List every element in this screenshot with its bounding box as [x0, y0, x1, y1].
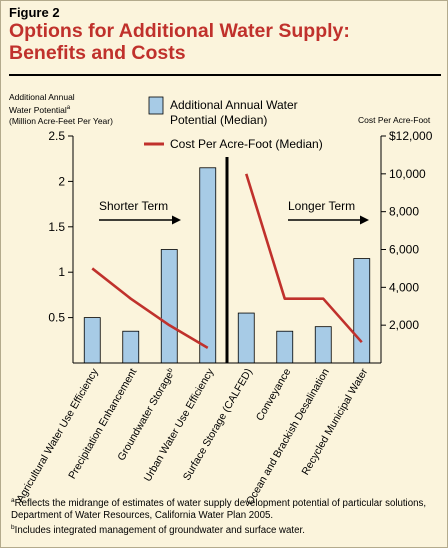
bar-1 — [83, 317, 101, 364]
footnote-b-mark: b — [11, 524, 15, 532]
figure-title: Options for Additional Water Supply: Ben… — [9, 20, 350, 64]
category-label-3-mark: b — [166, 367, 174, 374]
left-axis-label-footnote-mark: a — [66, 105, 71, 111]
bar-5 — [237, 312, 255, 364]
bar-4 — [199, 167, 217, 364]
right-tick-label-1: 2,000 — [389, 318, 419, 332]
right-tick-label-4: 8,000 — [389, 205, 419, 219]
legend-background — [142, 90, 358, 157]
title-rule — [9, 74, 441, 76]
longer-term-arrow-head — [360, 215, 369, 225]
footnote-b-text: Includes integrated management of ground… — [14, 525, 305, 537]
legend-line-label: Cost Per Acre-Foot (Median) — [170, 137, 323, 151]
footnote-a-mark: a — [11, 497, 15, 504]
title-line-1: Options for Additional Water Supply: — [9, 20, 350, 42]
footnote-b: bIncludes integrated management of groun… — [11, 522, 441, 537]
right-axis-label: Cost Per Acre-Foot — [358, 115, 431, 125]
bar-2 — [122, 330, 140, 364]
right-tick-label-3: 6,000 — [389, 243, 419, 257]
category-label-5: Surface Storage (CALFED) — [181, 367, 255, 483]
bar-8 — [353, 258, 371, 364]
footnotes: aReflects the midrange of estimates of w… — [11, 495, 441, 537]
right-tick-label-2: 4,000 — [389, 280, 419, 294]
legend-bar-label-line-1: Additional Annual Water — [170, 98, 298, 112]
right-tick-label-5: 10,000 — [389, 167, 426, 181]
left-axis-label-line-1: Additional Annual — [9, 92, 75, 102]
left-axis-label-line-2-text: Water Potential — [9, 104, 67, 115]
left-tick-label-1: 0.5 — [48, 311, 65, 325]
left-tick-label-5: 2.5 — [48, 129, 65, 143]
category-label-2: Precipitation Enhancement — [66, 366, 139, 481]
bar-7 — [314, 326, 332, 364]
shorter-term-label: Shorter Term — [99, 199, 168, 213]
title-line-2: Benefits and Costs — [9, 42, 186, 64]
footnote-a: aReflects the midrange of estimates of w… — [11, 495, 441, 522]
left-axis-label-line-3: (Million Acre-Feet Per Year) — [9, 115, 113, 126]
cost-line-segment-2 — [245, 173, 363, 344]
category-label-8: Recycled Municipal Water — [299, 366, 370, 477]
bar-3 — [160, 249, 178, 364]
legend-bar-swatch — [148, 96, 164, 115]
left-tick-label-2: 1 — [58, 265, 65, 279]
longer-term-label: Longer Term — [288, 199, 355, 213]
footnote-a-text: Reflects the midrange of estimates of wa… — [11, 498, 427, 522]
figure-label: Figure 2 — [9, 5, 60, 20]
cost-line-segment-1 — [91, 267, 209, 349]
left-tick-label-3: 1.5 — [48, 220, 65, 234]
category-label-4: Urban Water Use Efficiency — [142, 366, 217, 484]
category-label-1: Agricultural Water Use Efficiency — [14, 366, 101, 505]
left-axis-label: Additional Annual Water Potentiala (Mill… — [9, 92, 113, 127]
right-tick-label-6: $12,000 — [389, 129, 433, 143]
legend-bar-label-line-2: Potential (Median) — [170, 113, 267, 127]
left-tick-label-4: 2 — [58, 174, 65, 188]
left-axis-label-line-2: Water Potentiala — [9, 103, 113, 116]
category-label-6: Conveyance — [254, 366, 294, 423]
shorter-term-arrow-head — [172, 215, 181, 225]
bar-6 — [276, 330, 294, 364]
